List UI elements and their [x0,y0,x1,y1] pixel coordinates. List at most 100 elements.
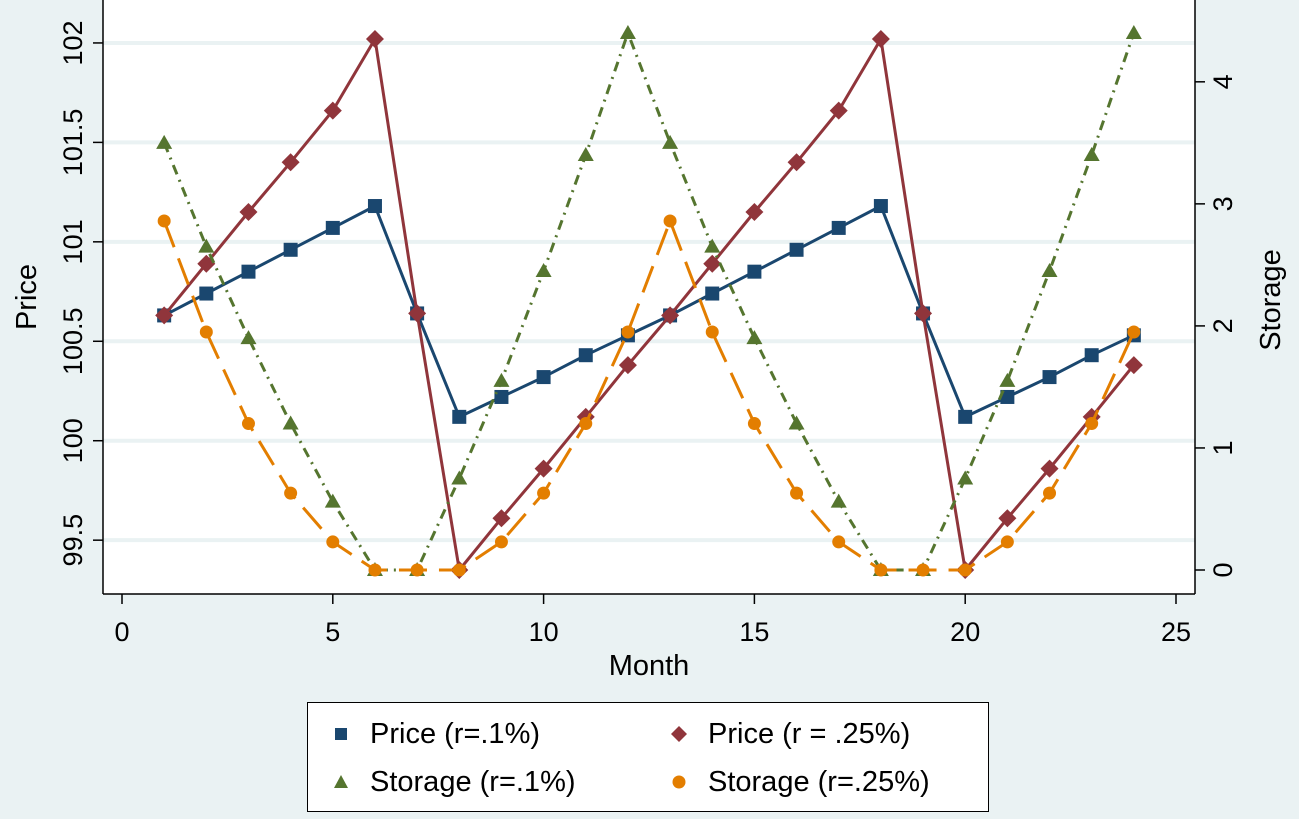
x-tick-label: 0 [114,617,129,647]
circle-marker [958,563,972,577]
triangle-marker [788,415,805,430]
legend-square-marker-icon [335,728,347,740]
x-tick-label: 20 [950,617,980,647]
diamond-marker [703,254,722,273]
triangle-marker [156,134,173,149]
circle-marker [874,563,888,577]
diamond-marker [365,29,384,48]
legend-label: Storage (r=.1%) [370,765,576,798]
square-marker [452,409,467,424]
y2-tick-label: 3 [1208,196,1238,211]
square-marker [873,199,888,214]
diamond-marker [914,304,933,323]
triangle-marker [662,134,679,149]
circle-marker [916,563,930,577]
diamond-marker [323,101,342,120]
x-axis-title: Month [609,650,690,682]
diamond-marker [155,306,174,325]
circle-marker [705,325,719,339]
y-axis-title: Price [11,264,43,330]
y2-tick-label: 2 [1208,318,1238,333]
diamond-marker [408,304,427,323]
circle-marker [621,325,635,339]
diamond-marker [1124,356,1143,375]
diamond-marker [281,153,300,172]
square-marker [283,242,298,257]
circle-marker [157,214,171,228]
y2-tick-label: 0 [1208,562,1238,577]
y-tick-label: 100.5 [58,307,88,375]
square-marker [1042,370,1057,385]
axes-layer: 0 5 10 15 20 25 99.5 100 100.5 101 101.5 102 0 1 2 3 4 [58,0,1238,647]
square-marker [831,220,846,235]
legend-triangle-marker-icon [334,775,348,788]
square-marker [705,286,720,301]
diamond-marker [661,306,680,325]
triangle-marker [999,372,1016,387]
triangle-marker [1041,262,1058,277]
circle-marker [579,417,593,431]
square-marker [958,409,973,424]
square-marker [1084,348,1099,363]
square-marker [536,370,551,385]
triangle-marker [240,330,257,345]
series-line [163,204,1135,419]
y2-axis-title: Storage [1255,249,1287,351]
diamond-marker [534,459,553,478]
square-marker [199,286,214,301]
y-tick-label: 100 [58,418,88,463]
circle-marker [1043,486,1057,500]
legend-label: Price (r = .25%) [708,717,911,750]
circle-marker [537,486,551,500]
series-layer [155,25,1143,579]
legend-label: Storage (r=.25%) [708,765,930,798]
series-line [162,219,1136,572]
diamond-marker [745,203,764,221]
square-marker [789,242,804,257]
circle-marker [1085,417,1099,431]
triangle-marker [1125,25,1142,39]
circle-marker [241,417,255,431]
diamond-marker [998,509,1017,528]
diamond-marker [829,101,848,120]
x-tick-label: 5 [325,617,340,647]
circle-marker [410,563,424,577]
y-tick-label: 101.5 [58,109,88,177]
x-tick-label: 25 [1161,617,1191,647]
triangle-marker [830,493,847,508]
square-marker [578,348,593,363]
diamond-marker [239,203,258,221]
triangle-marker [1083,147,1100,162]
series-3 [157,214,1141,577]
y2-tick-label: 4 [1208,74,1238,89]
diamond-marker [871,29,890,48]
triangle-marker [577,147,594,162]
circle-marker [284,486,298,500]
triangle-marker [704,238,721,253]
legend-item-storage-r01: Storage (r=.1%) [326,759,576,805]
y2-tick-label: 1 [1208,440,1238,455]
legend-diamond-marker-icon [671,726,687,742]
y-tick-label: 102 [58,20,88,65]
triangle-marker [619,25,636,39]
legend-item-storage-r025: Storage (r=.25%) [664,759,930,805]
y-tick-label: 99.5 [58,514,88,567]
circle-marker [368,563,382,577]
series-line [162,31,1136,572]
triangle-marker [493,372,510,387]
x-tick-label: 10 [529,617,559,647]
circle-marker [663,214,677,228]
circle-marker [1000,535,1014,549]
diamond-marker [1040,459,1059,478]
diamond-marker [492,509,511,528]
legend-item-price-r01: Price (r=.1%) [326,711,540,757]
legend-label: Price (r=.1%) [370,717,541,750]
series-1 [155,29,1143,579]
triangle-marker [957,470,974,485]
circle-marker [832,535,846,549]
diamond-marker [787,153,806,172]
circle-marker [326,535,340,549]
legend-circle-marker-icon [672,775,686,789]
legend: Price (r=.1%) Price (r = .25%) Storage (… [307,702,989,812]
